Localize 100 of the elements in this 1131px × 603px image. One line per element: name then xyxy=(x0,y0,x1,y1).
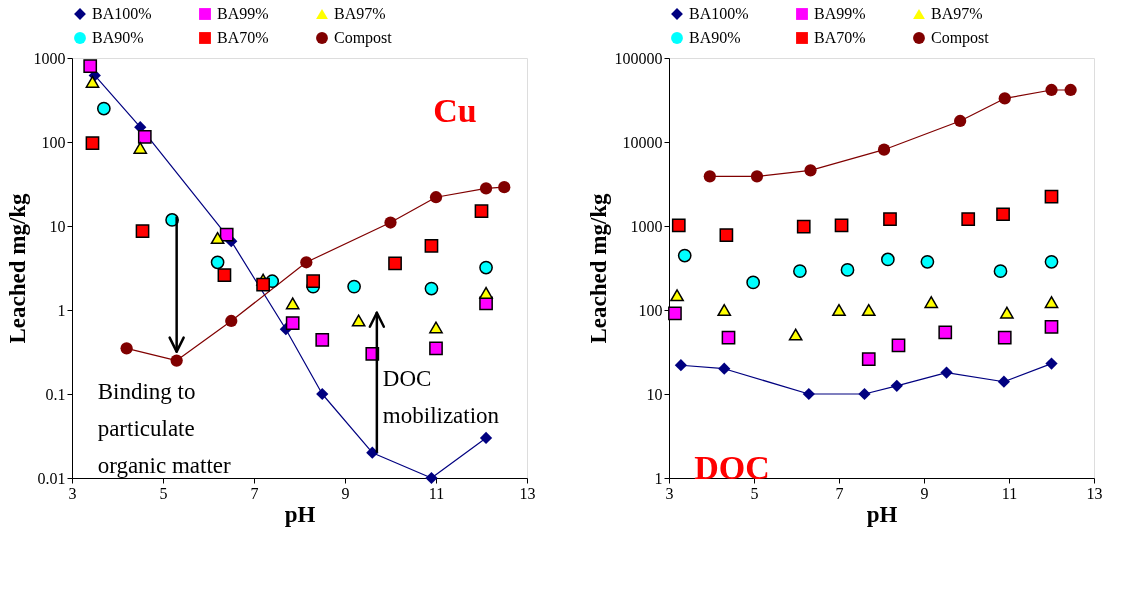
point xyxy=(940,366,953,379)
x-axis-title: pH xyxy=(284,501,316,527)
y-axis-title: Leached mg/kg xyxy=(4,192,30,344)
y-tick-label: 1 xyxy=(654,469,663,487)
point xyxy=(668,306,682,321)
point xyxy=(924,296,939,309)
point xyxy=(85,136,100,150)
point xyxy=(703,170,716,183)
legend-label: BA97% xyxy=(931,5,983,22)
point xyxy=(993,264,1008,279)
point xyxy=(384,216,397,229)
point xyxy=(1000,306,1014,319)
legend-label: BA97% xyxy=(334,5,386,22)
x-tick-label: 11 xyxy=(1001,484,1018,502)
legend-label: BA70% xyxy=(217,29,269,46)
point xyxy=(674,359,688,372)
point xyxy=(351,314,366,327)
point xyxy=(890,379,903,392)
point xyxy=(877,143,891,156)
y-tick-label: 10000 xyxy=(622,133,663,151)
point xyxy=(219,227,234,242)
point xyxy=(883,212,897,226)
point xyxy=(217,268,232,283)
x-tick-label: 5 xyxy=(750,484,759,502)
point xyxy=(135,224,150,238)
point xyxy=(210,255,225,270)
point xyxy=(285,297,300,310)
point xyxy=(315,333,330,347)
legend-label: Compost xyxy=(931,29,990,47)
point xyxy=(388,256,402,271)
point xyxy=(746,275,761,290)
x-tick-label: 3 xyxy=(665,484,674,502)
annotation: DOC xyxy=(694,449,770,486)
legend-label: BA100% xyxy=(92,5,152,22)
point xyxy=(717,303,732,317)
point xyxy=(429,341,443,356)
point xyxy=(474,204,489,219)
point xyxy=(479,431,493,445)
legend-label: BA99% xyxy=(217,5,269,22)
point xyxy=(997,330,1012,345)
point xyxy=(961,212,976,226)
point xyxy=(137,130,152,144)
y-tick-label: 1000 xyxy=(630,217,663,235)
point xyxy=(1064,83,1077,97)
point xyxy=(858,387,871,401)
y-tick-label: 0.1 xyxy=(45,385,66,403)
point xyxy=(424,281,439,296)
point xyxy=(170,354,183,367)
x-tick-label: 11 xyxy=(428,484,445,502)
point xyxy=(424,239,439,253)
point xyxy=(498,181,511,194)
point xyxy=(1044,189,1059,204)
annotation: Binding to particulate organic matter xyxy=(97,378,232,478)
point xyxy=(1044,296,1059,309)
point xyxy=(285,316,300,330)
legend-label: BA90% xyxy=(689,29,741,46)
point xyxy=(85,75,100,88)
point xyxy=(998,92,1011,105)
point xyxy=(920,254,935,269)
point xyxy=(881,252,895,267)
point xyxy=(671,218,686,233)
legend-label: Compost xyxy=(334,29,393,47)
point xyxy=(429,191,443,204)
point xyxy=(788,328,803,341)
point xyxy=(721,330,736,345)
y-tick-label: 1 xyxy=(57,301,66,319)
annotation: Cu xyxy=(433,92,477,129)
point xyxy=(719,228,734,242)
x-tick-label: 7 xyxy=(250,484,259,502)
legend-label: BA99% xyxy=(814,5,866,22)
point xyxy=(1044,319,1059,334)
x-tick-label: 9 xyxy=(920,484,929,502)
x-tick-label: 5 xyxy=(159,484,168,502)
y-tick-label: 100 xyxy=(41,133,66,151)
point xyxy=(718,362,731,375)
point xyxy=(796,219,811,234)
point xyxy=(832,303,846,317)
legend-label: BA100% xyxy=(689,5,749,22)
x-tick-label: 3 xyxy=(68,484,77,502)
x-tick-label: 13 xyxy=(1086,484,1103,502)
x-axis-title: pH xyxy=(866,501,898,527)
point xyxy=(479,182,493,195)
point xyxy=(750,170,764,183)
y-tick-label: 100 xyxy=(638,301,663,319)
point xyxy=(861,303,876,317)
y-tick-label: 0.01 xyxy=(37,469,66,487)
point xyxy=(83,59,98,74)
point xyxy=(429,321,443,334)
point xyxy=(306,274,321,289)
point xyxy=(1045,357,1058,370)
point xyxy=(300,256,313,269)
point xyxy=(1044,254,1059,269)
x-tick-label: 9 xyxy=(341,484,350,502)
legend-label: BA90% xyxy=(92,29,144,46)
point xyxy=(997,375,1011,388)
point xyxy=(479,260,493,275)
annotation: DOC mobilization xyxy=(382,365,500,428)
point xyxy=(366,446,379,459)
point xyxy=(802,387,815,401)
point xyxy=(938,325,953,340)
